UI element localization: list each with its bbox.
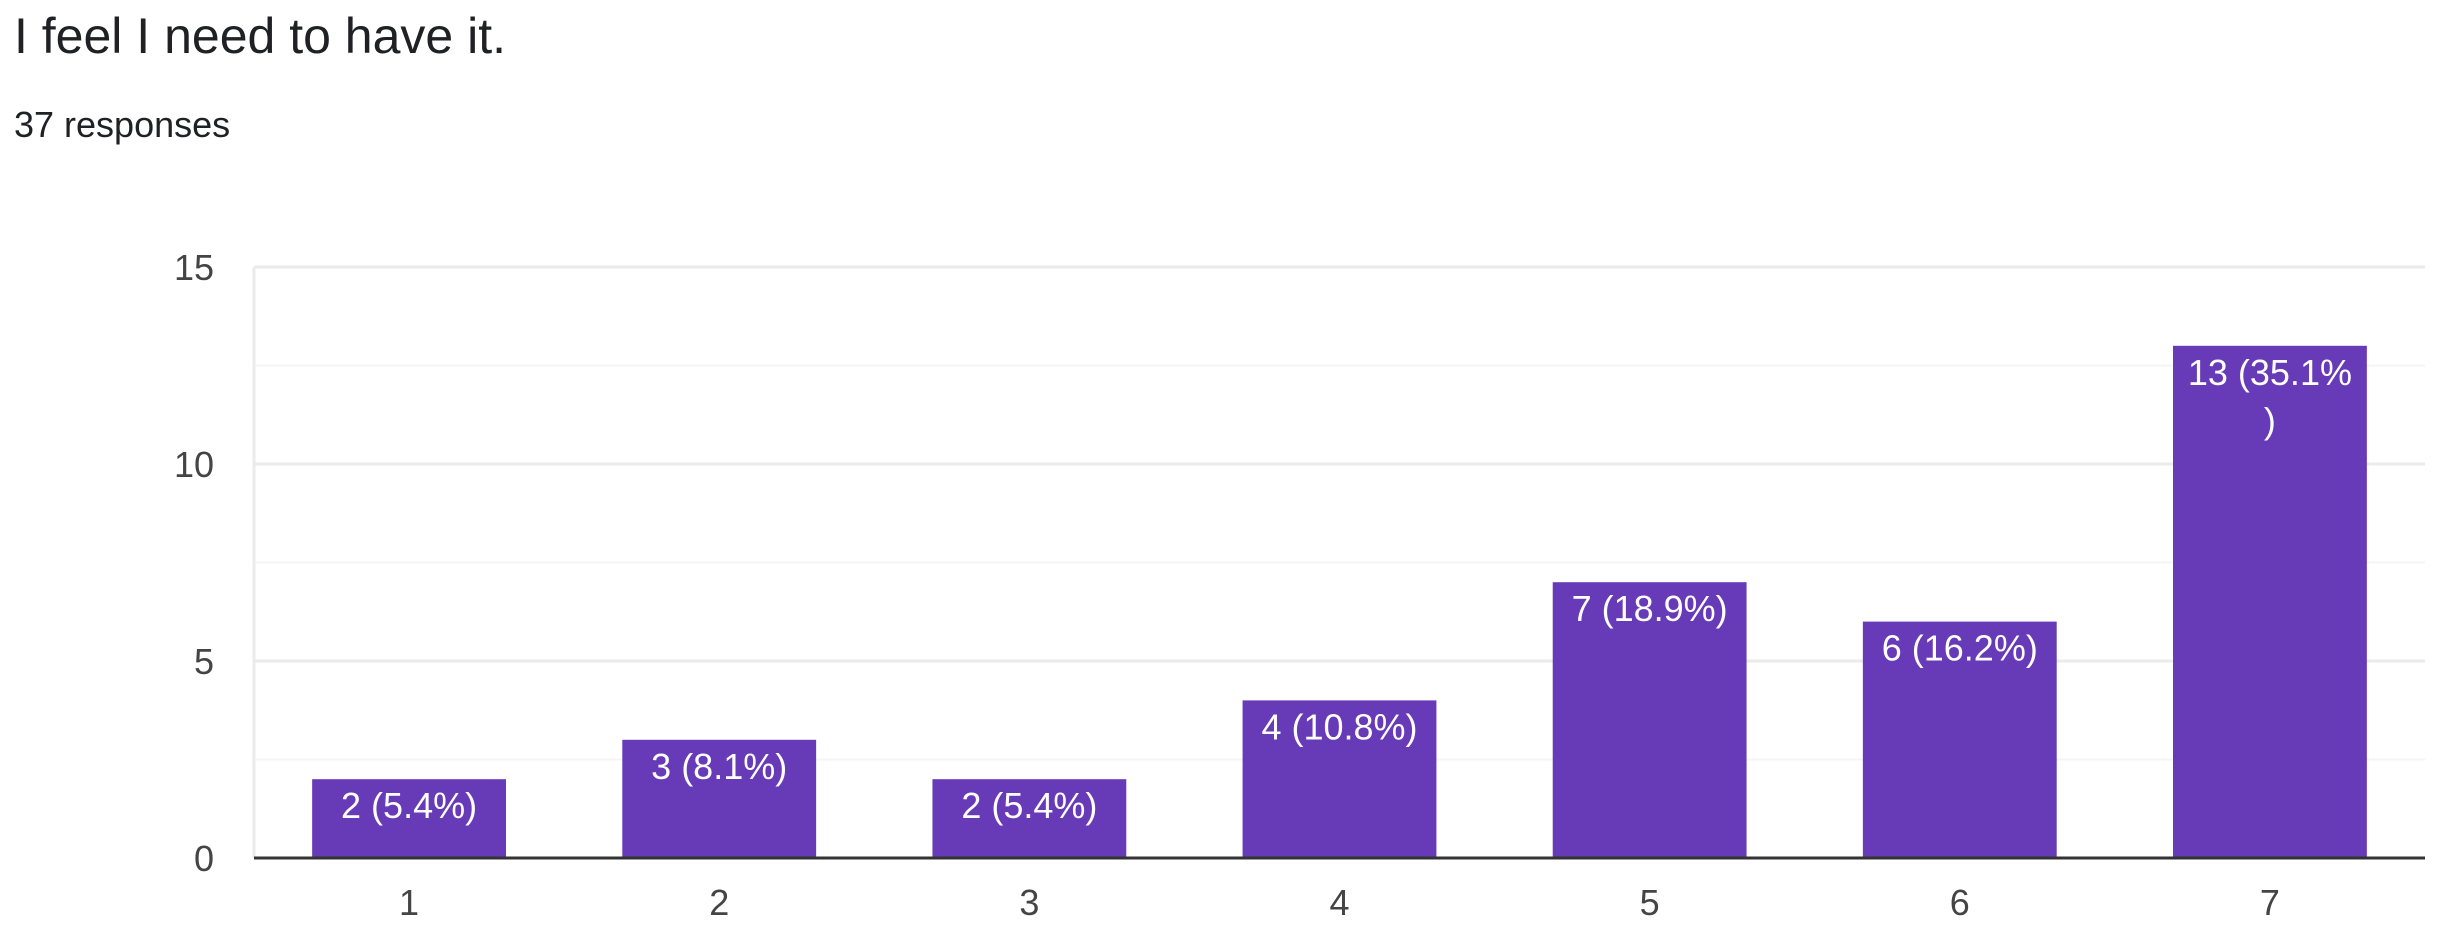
- bar-6[interactable]: [1862, 621, 2057, 858]
- x-tick-label: 4: [1329, 882, 1349, 923]
- gridlines: [252, 265, 2425, 858]
- y-tick-label: 15: [174, 247, 214, 288]
- data-labels: 2 (5.4%) 3 (8.1%) 2 (5.4%) 4 (10.8%) 7 (18.9…: [341, 352, 2352, 826]
- response-count: 37 responses: [14, 104, 231, 145]
- bar-1[interactable]: [312, 779, 506, 858]
- data-label: 2 (5.4%): [341, 785, 477, 826]
- question-title: I feel I need to have it.: [14, 8, 506, 64]
- y-tick-label: 10: [174, 444, 214, 485]
- y-tick-label: 5: [194, 641, 214, 682]
- bar-2[interactable]: [622, 739, 817, 858]
- data-label: 3 (8.1%): [651, 746, 787, 787]
- data-label: 13 (35.1%: [2188, 352, 2352, 393]
- bar-3[interactable]: [932, 779, 1127, 858]
- data-label: 4 (10.8%): [1261, 706, 1417, 747]
- y-axis-tick-labels: 0 5 10 15: [174, 247, 214, 879]
- y-tick-label: 0: [194, 838, 214, 879]
- x-axis-tick-labels: 1 2 3 4 5 6 7: [399, 882, 2280, 923]
- x-tick-label: 3: [1019, 882, 1039, 923]
- x-tick-label: 6: [1950, 882, 1970, 923]
- x-tick-label: 1: [399, 882, 419, 923]
- x-tick-label: 2: [709, 882, 729, 923]
- data-label: 7 (18.9%): [1572, 588, 1728, 629]
- x-tick-label: 5: [1640, 882, 1660, 923]
- bar-4[interactable]: [1242, 700, 1437, 858]
- bar-5[interactable]: [1552, 582, 1747, 858]
- bars: [312, 345, 2367, 858]
- bar-7[interactable]: [2173, 345, 2367, 858]
- data-label: ): [2264, 400, 2276, 441]
- data-label: 6 (16.2%): [1882, 628, 2038, 669]
- x-tick-label: 7: [2260, 882, 2280, 923]
- data-label: 2 (5.4%): [961, 785, 1097, 826]
